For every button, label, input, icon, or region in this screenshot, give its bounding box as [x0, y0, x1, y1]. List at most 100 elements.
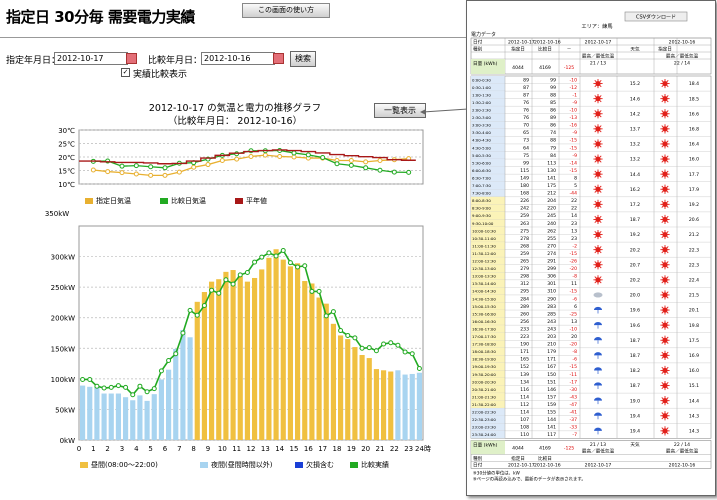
table-row-time: 0:00-0:30: [472, 77, 491, 82]
temp-series-normal: [79, 149, 416, 165]
compare-point: [180, 330, 186, 336]
table-row-compare: 255: [547, 236, 556, 242]
sun-icon: [662, 367, 668, 374]
sun-icon-ray: [599, 125, 602, 128]
weather-temp-today: 19.6: [630, 323, 640, 329]
sun-icon-ray: [661, 190, 664, 193]
compare-point: [381, 341, 387, 347]
sun-icon-ray: [599, 220, 602, 224]
compare-date-input[interactable]: 2012-10-16: [201, 52, 275, 65]
table-row-compare: 86: [550, 123, 556, 129]
table-row-diff: -9: [572, 153, 577, 159]
sun-icon: [595, 96, 601, 102]
table-row-time: 6:00-6:30: [472, 168, 491, 173]
umbrella-icon: [594, 382, 602, 386]
sun-icon-ray: [661, 160, 664, 163]
sun-icon-ray: [661, 79, 664, 83]
weather-temp-today: 20.2: [630, 247, 640, 253]
table-row-time: 2:30-3:00: [472, 115, 491, 120]
table-row-today: 260: [520, 311, 529, 317]
table-row-compare: 243: [547, 319, 556, 325]
sun-icon-ray: [599, 246, 602, 249]
sun-icon-ray: [599, 235, 602, 239]
table-row-diff: -41: [569, 410, 577, 416]
table-row-diff: -9: [572, 130, 577, 136]
table-row-today: 134: [520, 379, 529, 385]
sun-icon-ray: [661, 351, 664, 354]
table-row-diff: -8: [572, 274, 577, 280]
hour-tick-label: 19: [347, 445, 356, 453]
hdr-compare: 比較日: [538, 46, 552, 53]
sun-icon-ray: [666, 170, 669, 173]
sun-icon-ray: [594, 205, 597, 208]
sun-icon-ray: [599, 276, 602, 279]
sun-icon-ray: [661, 115, 664, 118]
table-row-time: 19:00-19:30: [472, 364, 496, 369]
table-row-time: 14:30-15:00: [472, 296, 496, 301]
sun-icon-ray: [594, 266, 597, 269]
list-view-button[interactable]: 一覧表示: [374, 103, 426, 118]
sun-icon-ray: [661, 371, 664, 375]
hour-tick-label: 16: [304, 445, 313, 453]
sun-icon: [662, 382, 668, 389]
table-row-time: 1:00-1:30: [472, 92, 491, 97]
sun-icon-ray: [594, 235, 597, 239]
time-cell-bg: [471, 91, 505, 99]
legend-normal-swatch: [235, 198, 243, 204]
time-cell-bg: [471, 181, 505, 190]
sun-icon-ray: [661, 321, 664, 324]
date-input[interactable]: 2012-10-17: [54, 52, 128, 65]
weather-temp-today: 13.2: [630, 142, 640, 148]
temp-point: [291, 150, 297, 156]
sun-icon-ray: [666, 311, 669, 314]
power-bar: [151, 394, 157, 440]
data-table-panel: CSVダウンロード エリア：練馬 電力データ 日付 2012-10-17 2012-10-…: [466, 0, 716, 496]
search-button[interactable]: 検索: [290, 51, 316, 67]
compare-calendar-icon[interactable]: [273, 53, 284, 64]
sun-icon-ray: [661, 356, 664, 359]
sun-icon-ray: [599, 266, 602, 269]
csv-download-label: CSVダウンロード: [636, 14, 676, 21]
weather-temp-today: 19.4: [630, 413, 640, 419]
table-row-today: 165: [520, 357, 529, 363]
help-button[interactable]: この画面の使い方: [242, 3, 330, 18]
time-cell-bg: [471, 98, 505, 107]
power-bar: [101, 393, 107, 440]
table-row-diff: 11: [571, 281, 577, 287]
table-row-today: 171: [520, 349, 529, 355]
weather-temp-compare: 22.4: [689, 277, 699, 283]
umbrella-icon: [594, 321, 602, 326]
table-row-compare: 299: [547, 266, 556, 272]
total-today: 4044: [512, 65, 524, 71]
callout-arrow: [420, 108, 468, 115]
time-cell-bg: [471, 257, 505, 265]
table-row-today: 114: [520, 410, 529, 416]
weather-temp-compare: 16.4: [689, 142, 699, 148]
total-cell-bg: [471, 59, 505, 74]
table-row-time: 6:30-7:00: [472, 175, 491, 180]
temp-tick-label: 25℃: [58, 141, 75, 149]
sun-icon: [662, 141, 668, 147]
sun-icon-ray: [666, 110, 669, 113]
sun-icon-ray: [666, 261, 669, 264]
sun-icon-ray: [594, 251, 597, 254]
power-bar: [402, 374, 408, 440]
table-row-today: 139: [520, 372, 529, 378]
compare-checkbox[interactable]: ✓: [121, 68, 130, 77]
sun-icon-ray: [661, 336, 664, 339]
table-row-today: 226: [520, 198, 529, 204]
calendar-icon[interactable]: [126, 53, 137, 64]
compare-point: [209, 287, 215, 293]
weather-temp-compare: 21.2: [689, 232, 699, 238]
power-bar: [295, 263, 301, 440]
sun-icon-ray: [599, 140, 602, 143]
weather-temp-compare: 21.5: [689, 293, 699, 299]
table-row-compare: 243: [547, 326, 556, 332]
power-tick-label: 0kW: [60, 437, 76, 445]
footnote-unit: ※30分値の単位は、kW: [473, 469, 521, 476]
time-cell-bg: [471, 264, 505, 273]
sun-icon-ray: [661, 200, 664, 203]
weather-temp-today: 19.2: [630, 232, 640, 238]
compare-point: [280, 247, 286, 253]
